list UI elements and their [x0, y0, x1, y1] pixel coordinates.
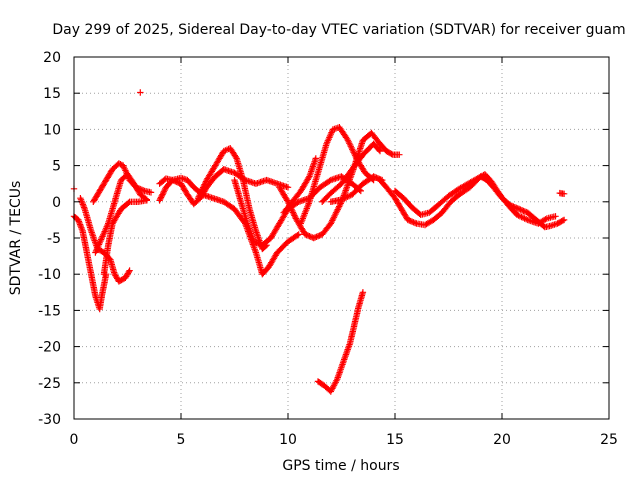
- y-tick-label: -25: [38, 376, 61, 392]
- y-tick-label: 5: [52, 159, 61, 175]
- y-tick-labels: -30 -25 -20 -15 -10 -5 0 5 10 15 20: [38, 50, 61, 428]
- x-axis-label: GPS time / hours: [282, 458, 399, 474]
- series-arc-4: [92, 171, 150, 256]
- series-arc-10: [194, 145, 270, 253]
- x-tick-label: 5: [177, 432, 186, 448]
- y-tick-label: 10: [43, 122, 61, 138]
- x-tick-label: 0: [70, 432, 79, 448]
- series-arc-17: [314, 289, 367, 395]
- y-tick-label: 0: [52, 195, 61, 211]
- x-tick-label: 20: [493, 432, 511, 448]
- series-arc-20: [556, 189, 568, 197]
- grid-lines: [74, 57, 609, 419]
- y-tick-label: 15: [43, 86, 61, 102]
- plot-series: [70, 89, 568, 395]
- y-tick-label: -20: [38, 340, 61, 356]
- y-tick-label: -5: [47, 231, 61, 247]
- x-tick-labels: 0 5 10 15 20 25: [70, 432, 618, 448]
- series-arc-14: [319, 140, 384, 205]
- x-tick-label: 25: [600, 432, 618, 448]
- chart-title: Day 299 of 2025, Sidereal Day-to-day VTE…: [52, 22, 625, 38]
- y-tick-label: -10: [38, 267, 61, 283]
- y-axis-label: SDTVAR / TECUs: [8, 181, 24, 296]
- axis-ticks: [73, 56, 610, 420]
- y-tick-label: -15: [38, 303, 61, 319]
- series-arc-7: [137, 89, 144, 96]
- series-arc-12: [297, 124, 377, 227]
- y-tick-label: -30: [38, 412, 61, 428]
- series-arc-15: [327, 173, 386, 205]
- series-arc-16: [280, 155, 319, 216]
- series-arc-5: [100, 197, 150, 278]
- series-arc-19: [391, 171, 559, 227]
- y-tick-label: 20: [43, 50, 61, 66]
- x-tick-label: 15: [386, 432, 404, 448]
- x-tick-label: 10: [279, 432, 297, 448]
